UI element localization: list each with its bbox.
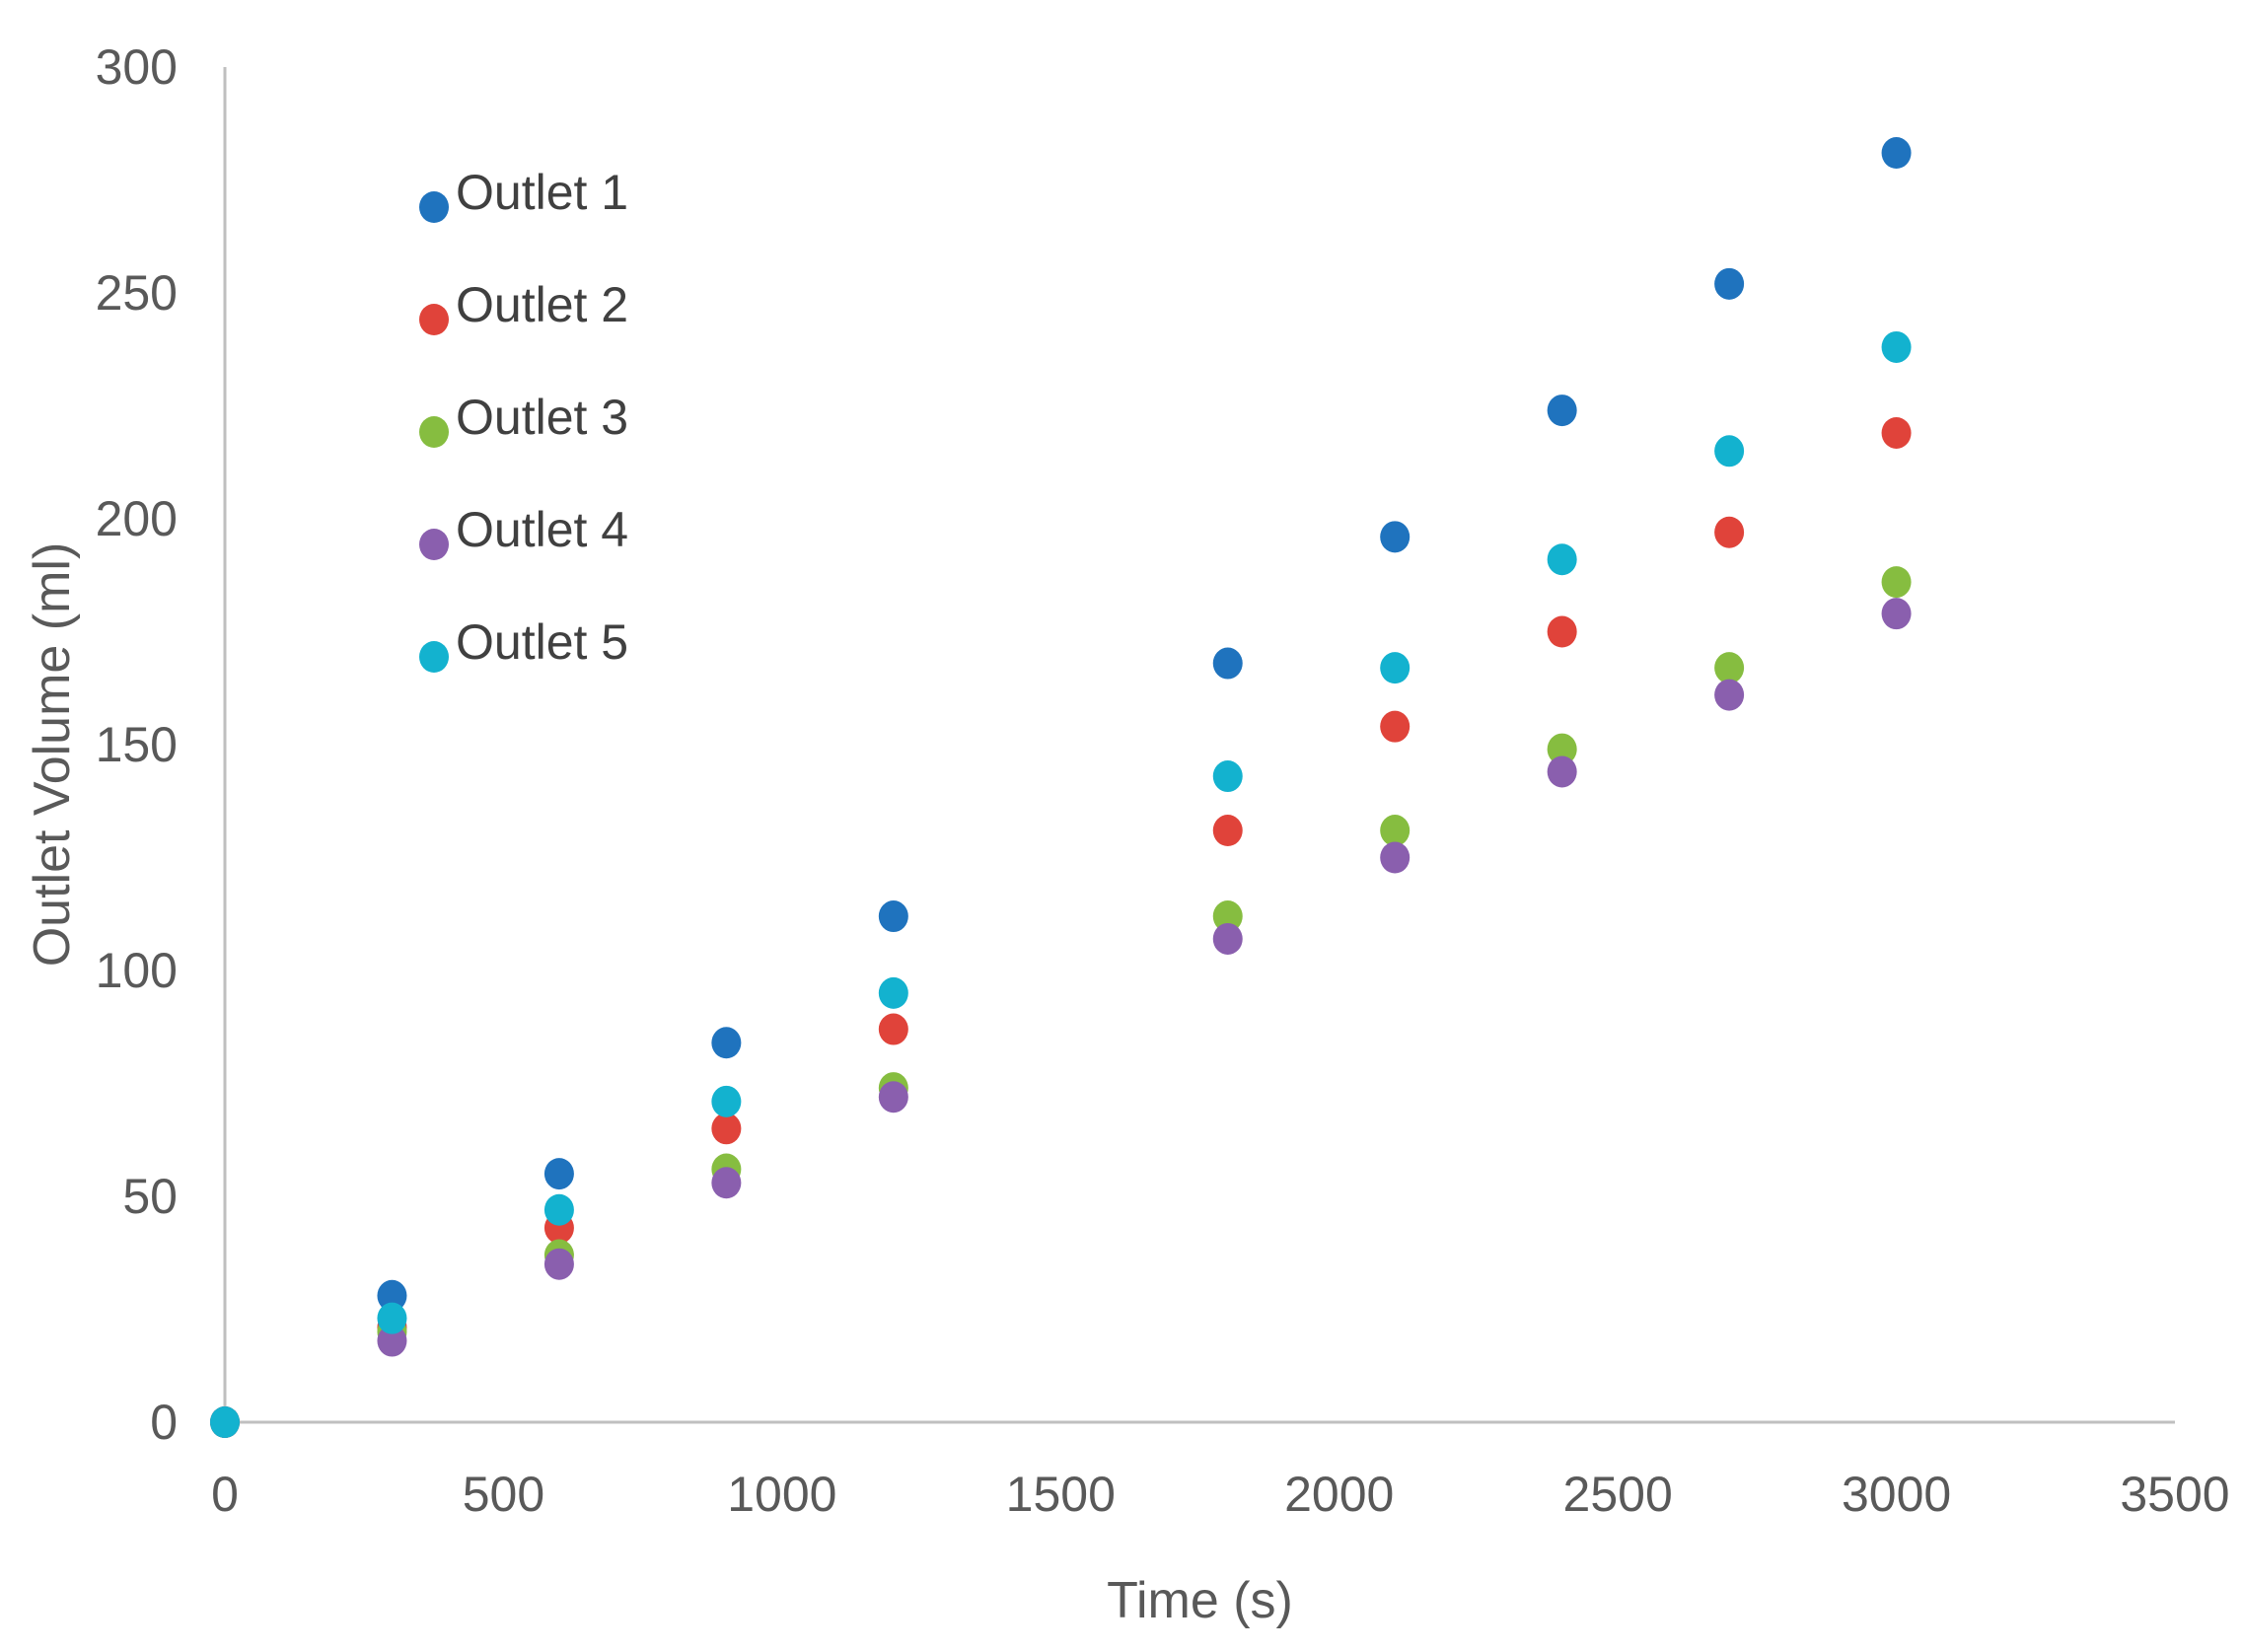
- data-point: [377, 1302, 407, 1334]
- series-5-points: [210, 330, 1912, 1438]
- data-point: [1380, 815, 1411, 847]
- data-point: [711, 1167, 742, 1199]
- data-point: [1547, 755, 1577, 788]
- legend-item: Outlet 1: [419, 165, 628, 223]
- data-point: [1380, 652, 1411, 684]
- y-tick-label: 0: [150, 1395, 178, 1450]
- data-point: [1881, 566, 1912, 599]
- x-axis-title: Time (s): [1107, 1572, 1293, 1629]
- y-tick-label: 50: [122, 1169, 178, 1224]
- legend: Outlet 1 Outlet 2 Outlet 3 Outlet 4 Outlet 5: [419, 165, 628, 673]
- data-point: [1714, 679, 1745, 711]
- data-point: [1881, 416, 1912, 449]
- y-tick-label: 150: [96, 717, 178, 772]
- data-point: [1547, 395, 1577, 427]
- axes: [223, 67, 2175, 1424]
- x-tick-label: 3000: [1842, 1467, 1951, 1522]
- x-tick-label: 1500: [1006, 1467, 1116, 1522]
- x-tick-labels: 0 500 1000 1500 2000 2500 3000 3500: [211, 1467, 2230, 1522]
- series-2-points: [210, 416, 1912, 1438]
- data-point: [1212, 647, 1243, 680]
- data-point: [1547, 543, 1577, 576]
- data-point: [1881, 330, 1912, 363]
- data-point: [543, 1193, 574, 1226]
- legend-label: Outlet 5: [456, 614, 628, 670]
- data-point: [377, 1279, 407, 1312]
- y-tick-label: 300: [96, 39, 178, 95]
- data-point: [878, 976, 908, 1009]
- data-point: [1714, 435, 1745, 467]
- legend-marker: [419, 416, 449, 448]
- y-axis-title: Outlet Volume (ml): [24, 542, 81, 968]
- x-tick-label: 500: [463, 1467, 544, 1522]
- legend-label: Outlet 2: [456, 277, 628, 332]
- data-point: [711, 1085, 742, 1117]
- legend-label: Outlet 4: [456, 502, 628, 557]
- data-point: [1547, 733, 1577, 765]
- legend-marker: [419, 304, 449, 335]
- legend-item: Outlet 3: [419, 390, 628, 448]
- series-4-points: [210, 598, 1912, 1438]
- data-point: [1714, 652, 1745, 684]
- data-point: [1212, 760, 1243, 793]
- legend-item: Outlet 2: [419, 277, 628, 335]
- data-point: [878, 1013, 908, 1045]
- data-point: [1881, 137, 1912, 170]
- data-point: [1380, 521, 1411, 553]
- data-point: [543, 1248, 574, 1280]
- y-tick-label: 200: [96, 491, 178, 546]
- data-point: [1714, 267, 1745, 300]
- series-1-points: [210, 137, 1912, 1438]
- x-tick-label: 0: [211, 1467, 239, 1522]
- legend-item: Outlet 5: [419, 614, 628, 673]
- x-tick-label: 2000: [1284, 1467, 1394, 1522]
- legend-label: Outlet 3: [456, 390, 628, 445]
- data-point: [1212, 922, 1243, 955]
- x-tick-label: 2500: [1563, 1467, 1673, 1522]
- data-point: [878, 1081, 908, 1113]
- legend-marker: [419, 191, 449, 223]
- data-point: [1380, 841, 1411, 874]
- data-points: [210, 137, 1912, 1438]
- data-point: [1212, 815, 1243, 847]
- data-point: [711, 1027, 742, 1059]
- data-point: [210, 1406, 240, 1438]
- data-point: [711, 1113, 742, 1145]
- data-point: [1547, 615, 1577, 648]
- data-point: [543, 1158, 574, 1190]
- data-point: [1380, 710, 1411, 743]
- series-3-points: [210, 566, 1912, 1438]
- legend-item: Outlet 4: [419, 502, 628, 560]
- legend-label: Outlet 1: [456, 165, 628, 220]
- x-tick-label: 3500: [2120, 1467, 2229, 1522]
- data-point: [878, 900, 908, 933]
- y-tick-label: 100: [96, 943, 178, 998]
- y-tick-labels: 0 50 100 150 200 250 300: [96, 39, 178, 1450]
- data-point: [1714, 516, 1745, 548]
- data-point: [377, 1325, 407, 1357]
- x-tick-label: 1000: [727, 1467, 836, 1522]
- legend-marker: [419, 641, 449, 673]
- y-tick-label: 250: [96, 265, 178, 321]
- legend-marker: [419, 529, 449, 560]
- data-point: [1212, 900, 1243, 933]
- data-point: [1881, 598, 1912, 630]
